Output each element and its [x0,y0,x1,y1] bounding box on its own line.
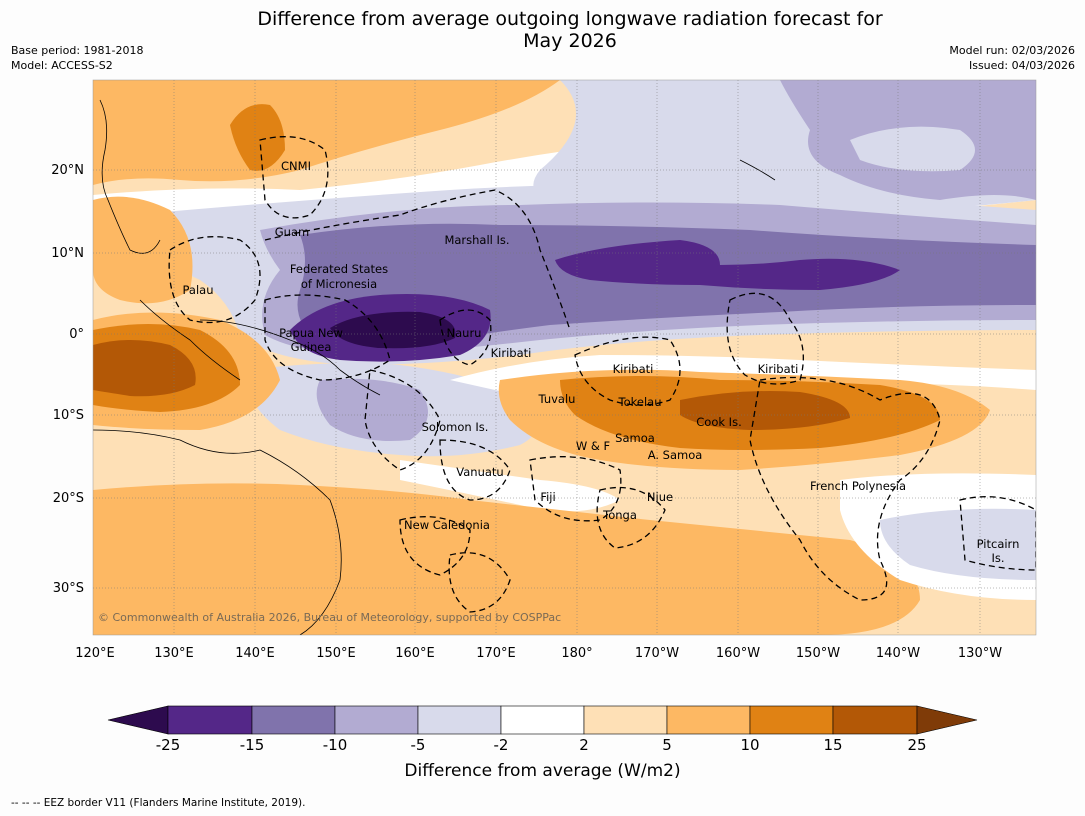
base-period: Base period: 1981-2018 [11,44,144,57]
x-tick-120e: 120°E [75,646,115,661]
label-wallis-futuna: W & F [576,439,610,453]
y-tick-10n: 10°N [51,246,84,261]
eez-borders [168,136,1036,613]
colorbar-bin-6 [583,705,668,735]
y-axis: 20°N 10°N 0° 10°S 20°S 30°S [51,163,84,596]
colorbar-bin-2 [251,705,336,735]
colorbar-bin-4 [417,705,502,735]
label-cnmi: CNMI [281,159,311,173]
label-png-1: Papua New [279,326,343,340]
colorbar-bin-7 [666,705,751,735]
x-tick-170w: 170°W [635,646,679,661]
colorbar-bin-8 [749,705,834,735]
label-fsm-2: of Micronesia [301,277,377,291]
label-solomon: Solomon Is. [422,420,489,434]
map-title-line1: Difference from average outgoing longwav… [257,8,883,30]
label-png-2: Guinea [291,340,332,354]
model-name: Model: ACCESS-S2 [11,59,113,72]
y-tick-0: 0° [69,327,84,342]
x-tick-180: 180° [561,646,592,661]
map-title: Difference from average outgoing longwav… [0,8,1085,52]
x-tick-130w: 130°W [958,646,1002,661]
label-kiribati-west: Kiribati [491,346,532,360]
coastlines [93,99,776,635]
colorbar-bin-9 [832,705,918,735]
model-run: Model run: 02/03/2026 [949,44,1075,57]
label-pitcairn-1: Pitcairn [977,537,1020,551]
x-tick-140e: 140°E [235,646,275,661]
colorbar-label: -5 [410,736,426,754]
x-tick-140w: 140°W [876,646,920,661]
map-plot-area [93,80,1036,635]
region-labels: CNMI Guam Marshall Is. Federated States … [183,159,1020,565]
label-american-samoa: A. Samoa [648,448,703,462]
y-tick-30s: 30°S [53,581,84,596]
label-nauru: Nauru [447,326,482,340]
y-tick-10s: 10°S [53,408,84,423]
label-guam: Guam [275,225,309,239]
colorbar-label: 5 [662,736,672,754]
meta-left: Base period: 1981-2018 Model: ACCESS-S2 [11,43,143,73]
x-tick-130e: 130°E [154,646,194,661]
colorbar-label: 15 [823,736,843,754]
label-samoa: Samoa [615,431,655,445]
graticule [93,80,1036,635]
eez-footnote: -- -- -- EEZ border V11 (Flanders Marine… [11,797,306,809]
x-tick-160w: 160°W [716,646,760,661]
label-niue: Niue [647,490,673,504]
x-tick-170e: 170°E [476,646,516,661]
label-palau: Palau [183,283,214,297]
colorbar-max-extend [916,705,978,735]
label-new-caledonia: New Caledonia [404,518,490,532]
x-tick-160e: 160°E [395,646,435,661]
colorbar-bin-1 [167,705,253,735]
label-fiji: Fiji [540,490,555,504]
label-fsm-1: Federated States [290,262,388,276]
colorbar-label: -10 [322,736,348,754]
colorbar-label: 25 [907,736,927,754]
issued-date: Issued: 04/03/2026 [968,59,1075,72]
colorbar-label: -25 [155,736,181,754]
label-kiribati-central: Kiribati [613,362,654,376]
label-pitcairn-2: Is. [991,551,1004,565]
label-tuvalu: Tuvalu [538,392,576,406]
colorbar-bin-5 [500,705,585,735]
colorbar-min-extend [107,705,169,735]
colorbar-title: Difference from average (W/m2) [404,761,681,781]
colorbar-label: -2 [493,736,509,754]
x-tick-150w: 150°W [796,646,840,661]
label-kiribati-east: Kiribati [758,362,799,376]
x-axis: 120°E 130°E 140°E 150°E 160°E 170°E 180°… [75,646,1002,661]
label-tonga: Tonga [602,508,637,522]
meta-right: Model run: 02/03/2026 Issued: 04/03/2026 [949,43,1075,73]
label-french-polynesia: French Polynesia [810,479,906,493]
y-tick-20s: 20°S [53,491,84,506]
colorbar-label: -15 [239,736,265,754]
colorbar-bin-3 [334,705,419,735]
map-title-line2: May 2026 [523,30,617,52]
x-tick-150e: 150°E [316,646,356,661]
colorbar-label: 10 [740,736,760,754]
y-tick-20n: 20°N [51,163,84,178]
label-tokelau: Tokelau [618,395,662,409]
copyright-text: © Commonwealth of Australia 2026, Bureau… [98,611,561,624]
colorbar-label: 2 [579,736,589,754]
label-cook-islands: Cook Is. [696,415,741,429]
label-vanuatu: Vanuatu [456,465,503,479]
colorbar [107,705,978,735]
label-marshall: Marshall Is. [444,233,509,247]
